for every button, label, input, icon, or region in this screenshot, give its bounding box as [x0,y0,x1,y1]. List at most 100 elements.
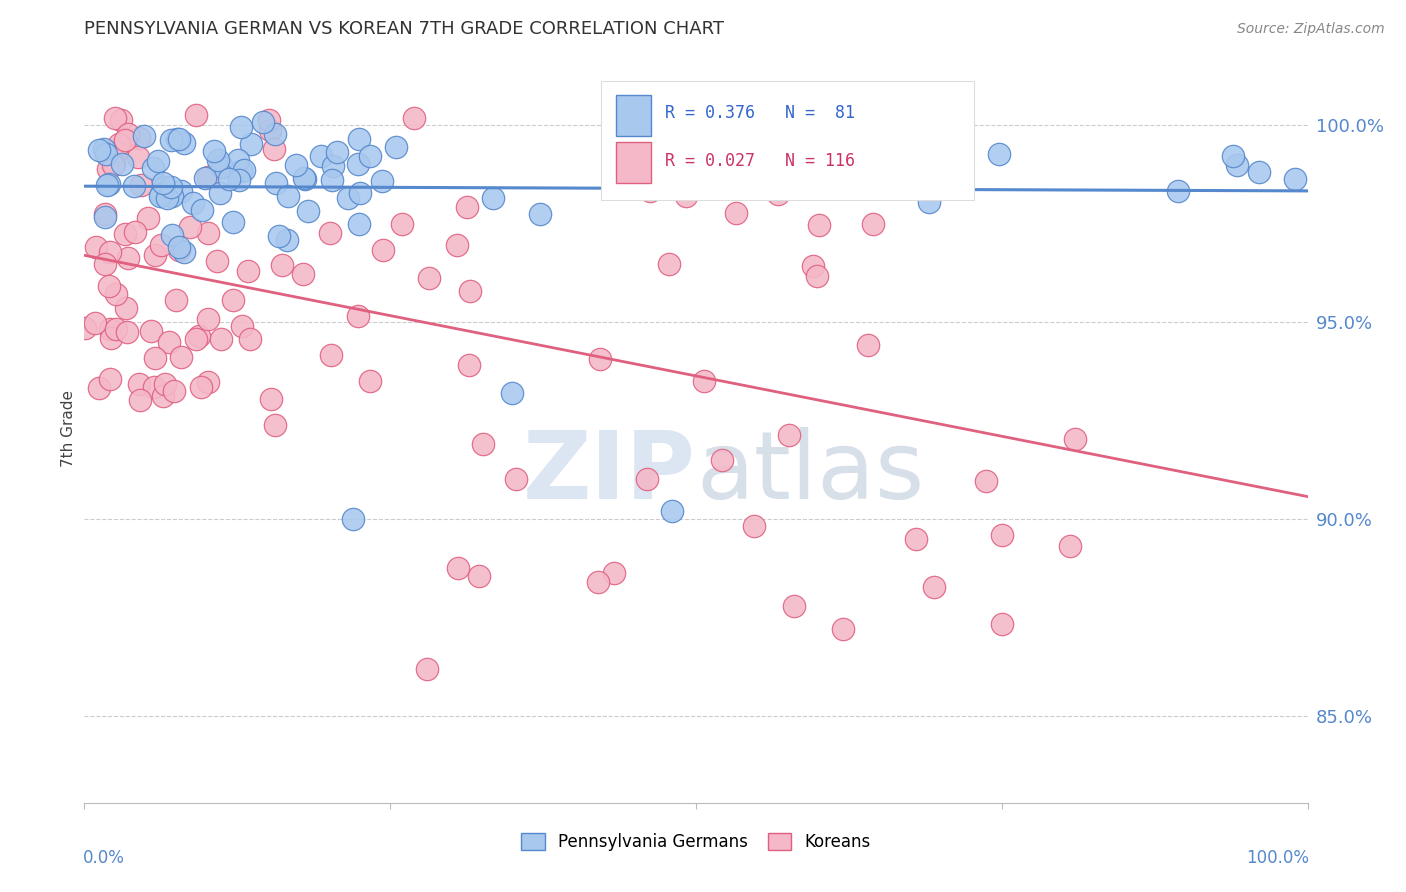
FancyBboxPatch shape [616,95,651,136]
Point [143,247,166,261]
Point [228,173,250,187]
Point [391,217,413,231]
Point [157,334,180,349]
Point [239,332,262,346]
Point [321,348,343,362]
Point [197,375,219,389]
Point [589,351,612,366]
Point [148,153,170,168]
Text: 100.0%: 100.0% [1246,849,1309,867]
Point [152,180,174,194]
Point [94,257,117,271]
Point [107,144,129,158]
Point [467,569,489,583]
Point [163,384,186,399]
Point [104,321,127,335]
Point [693,374,716,388]
Point [160,133,183,147]
Text: PENNSYLVANIA GERMAN VS KOREAN 7TH GRADE CORRELATION CHART: PENNSYLVANIA GERMAN VS KOREAN 7TH GRADE … [84,21,724,38]
Point [197,169,219,184]
Point [173,245,195,260]
Point [136,211,159,225]
Point [98,244,121,259]
Point [226,153,249,167]
Point [209,332,232,346]
Point [117,251,139,265]
Point [456,200,478,214]
Point [259,123,281,137]
Point [657,141,679,155]
Legend: Pennsylvania Germans, Koreans: Pennsylvania Germans, Koreans [515,827,877,858]
Point [347,310,370,324]
Point [132,128,155,143]
Point [142,380,165,394]
Point [103,158,125,172]
Point [404,112,426,126]
Point [188,329,211,343]
Point [143,351,166,366]
Point [347,132,370,146]
Point [831,622,853,636]
Point [860,143,883,157]
Point [384,140,406,154]
Point [263,127,285,141]
Point [98,322,121,336]
Point [856,338,879,352]
Text: Source: ZipAtlas.com: Source: ZipAtlas.com [1237,22,1385,37]
Point [96,178,118,192]
Point [342,512,364,526]
Point [416,662,439,676]
Point [949,118,972,132]
Point [446,561,468,575]
Point [240,136,263,151]
Text: atlas: atlas [696,427,924,519]
Point [991,617,1014,632]
Point [131,178,153,192]
Point [1167,185,1189,199]
Point [263,417,285,432]
Point [602,566,624,580]
Point [117,128,139,142]
Point [165,293,187,307]
Point [359,149,381,163]
Point [347,157,370,171]
Point [86,240,108,254]
Point [232,163,254,178]
Point [87,381,110,395]
Point [755,166,778,180]
Point [373,243,395,257]
Point [124,225,146,239]
Point [160,189,183,203]
Point [202,145,225,159]
Point [114,227,136,242]
Point [325,145,347,159]
Point [194,170,217,185]
Point [170,350,193,364]
Point [100,330,122,344]
Point [270,258,292,272]
Point [277,188,299,202]
Point [104,287,127,301]
Point [658,257,681,271]
Point [309,149,332,163]
Point [276,233,298,247]
Point [1247,164,1270,178]
Point [93,207,115,221]
Point [1059,539,1081,553]
Point [321,173,343,187]
Point [1226,158,1249,172]
Point [184,108,207,122]
Point [347,217,370,231]
Point [806,268,828,283]
Y-axis label: 7th Grade: 7th Grade [60,390,76,467]
Point [291,267,314,281]
Point [725,206,748,220]
Point [98,279,121,293]
Point [169,132,191,146]
Point [162,228,184,243]
Point [285,158,308,172]
Point [142,161,165,175]
Point [83,316,105,330]
Point [170,184,193,198]
Point [252,114,274,128]
